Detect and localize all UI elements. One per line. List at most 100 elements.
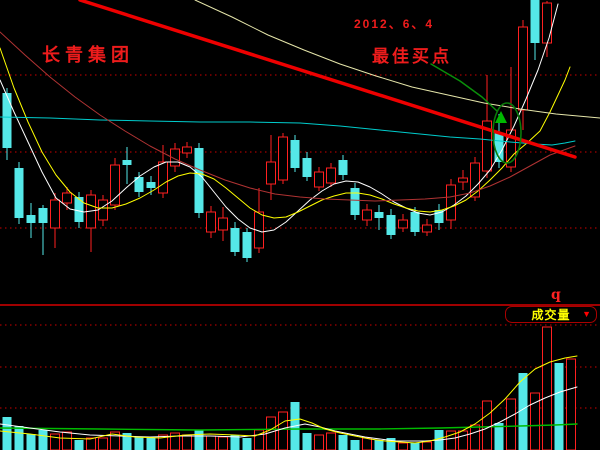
candle [26, 203, 36, 238]
vol-ma-green [0, 423, 578, 431]
candle [194, 143, 204, 218]
vol-ma-yellow [0, 355, 578, 444]
volume-bar [134, 437, 144, 450]
volume-bar [242, 438, 252, 450]
volume-bar [445, 430, 457, 450]
candle [157, 145, 169, 198]
volume-bar [122, 433, 132, 450]
volume-bar [565, 358, 577, 450]
candle [169, 143, 181, 172]
candle [253, 188, 265, 253]
vol-ma-white [0, 386, 578, 442]
buy-point-circle [492, 102, 522, 164]
candle [217, 207, 229, 241]
buy-arrow-icon [495, 111, 507, 123]
candle [97, 195, 109, 226]
candle [325, 163, 337, 187]
volume-bar [481, 400, 493, 450]
candle [265, 135, 277, 200]
volume-ma-layer [0, 355, 578, 444]
volume-ma-layer [0, 423, 578, 431]
candle [85, 190, 97, 252]
candle [61, 187, 73, 210]
volume-bar [505, 398, 517, 450]
volume-indicator-dropdown[interactable]: 成交量 ▼ [505, 306, 597, 323]
candle [505, 67, 517, 172]
volume-bar [26, 434, 36, 450]
volume-bar [338, 435, 348, 450]
volume-bar [14, 426, 24, 450]
candle [350, 183, 360, 220]
candles-layer [2, 0, 553, 262]
candle [517, 20, 529, 130]
volume-bar [325, 432, 337, 450]
candle [445, 179, 457, 229]
candle [374, 205, 384, 230]
candle [313, 167, 325, 191]
date-label: 2012、6、4 [354, 17, 435, 31]
volume-bar [386, 438, 396, 450]
candle [230, 222, 240, 256]
volume-bar [410, 443, 420, 450]
volume-bar [541, 326, 553, 450]
candle [181, 142, 193, 158]
candle [361, 204, 373, 226]
volume-bar [2, 417, 12, 450]
candle [49, 193, 61, 248]
volume-bar [397, 442, 409, 450]
candle [434, 204, 444, 230]
candle [302, 152, 312, 181]
volume-bar [469, 424, 481, 450]
volume-bar [49, 433, 61, 450]
ma-white-short [0, 3, 559, 233]
volume-bar [350, 440, 360, 450]
volume-bar [217, 436, 229, 450]
ma-khaki-longest [194, 0, 600, 119]
volume-bar [529, 392, 541, 450]
volume-bar [518, 373, 528, 450]
volume-bars-layer [2, 326, 577, 450]
volume-bar [181, 434, 193, 450]
volume-bar [230, 435, 240, 450]
volume-bar [494, 423, 504, 450]
candle [290, 135, 300, 172]
volume-bar [421, 441, 433, 450]
candle [530, 0, 540, 60]
volume-bar [74, 440, 84, 450]
volume-bar [554, 363, 564, 450]
volume-indicator-label: 成交量 [531, 307, 571, 322]
stock-name-label: 长青集团 [42, 45, 134, 65]
candle [457, 170, 469, 190]
volume-bar [194, 430, 204, 450]
volume-bar [361, 437, 373, 450]
candle [2, 88, 12, 160]
dropdown-arrow-icon[interactable]: ▼ [582, 309, 591, 319]
volume-bar [85, 437, 97, 450]
volume-bar [277, 411, 289, 450]
ma-dark-red-long [0, 31, 576, 202]
volume-bar [374, 440, 384, 450]
candle [109, 158, 121, 210]
candle [469, 157, 481, 201]
candle [397, 214, 409, 232]
candle [38, 205, 48, 255]
candle [386, 209, 396, 239]
volume-bar [97, 437, 109, 450]
candle [242, 228, 252, 262]
buy-pointer-line [430, 63, 498, 112]
volume-bar [169, 432, 181, 450]
candle [421, 219, 433, 236]
candle [74, 192, 84, 228]
volume-bar [38, 430, 48, 450]
ma-yellow-mid [0, 47, 571, 219]
candle [205, 206, 217, 238]
candle [338, 155, 348, 180]
candle [541, 1, 553, 57]
volume-bar [302, 433, 312, 450]
volume-bar [313, 434, 325, 450]
candle [122, 147, 132, 184]
volume-bar [61, 431, 73, 450]
gridlines-layer [0, 74, 600, 409]
candle [134, 172, 144, 197]
